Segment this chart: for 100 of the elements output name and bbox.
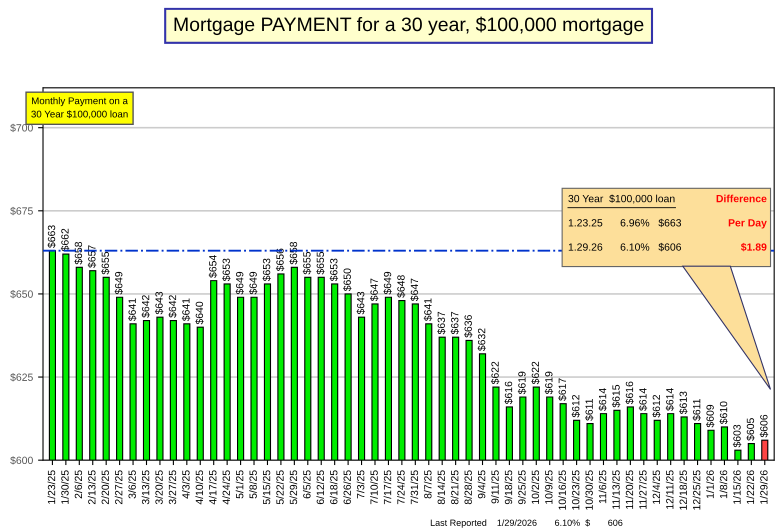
x-tick-label: 6/5/25 — [302, 470, 311, 498]
x-tick-label: 4/10/25 — [195, 470, 204, 504]
data-label: $613 — [679, 392, 688, 414]
x-tick-label: 10/30/25 — [585, 470, 593, 510]
x-tick-label: 7/31/25 — [410, 470, 418, 504]
x-tick-label: 5/8/25 — [249, 470, 257, 498]
x-tick-label: 3/6/25 — [128, 470, 136, 498]
x-tick-label: 7/3/25 — [356, 470, 364, 498]
data-label: $622 — [531, 362, 540, 384]
data-label: $658 — [289, 242, 298, 265]
x-tick-label: 5/29/25 — [289, 470, 298, 504]
data-label: $616 — [625, 382, 634, 404]
data-label: $654 — [208, 255, 218, 278]
x-tick-label: 12/18/25 — [679, 470, 687, 510]
data-label: $643 — [154, 292, 164, 314]
x-tick-label: 12/4/25 — [652, 470, 660, 504]
x-tick-label: 4/24/25 — [222, 470, 230, 504]
x-tick-label: 3/27/25 — [168, 470, 176, 504]
data-label: $641 — [128, 298, 136, 322]
x-tick-label: 12/11/25 — [666, 470, 674, 509]
data-label: $658 — [74, 242, 83, 265]
x-tick-label: 9/25/25 — [518, 470, 526, 504]
x-tick-label: 6/26/25 — [343, 470, 351, 504]
x-tick-label: 12/25/25 — [692, 470, 700, 510]
x-tick-label: 3/20/25 — [155, 470, 163, 504]
data-label: $640 — [195, 302, 204, 324]
data-label: $656 — [276, 248, 284, 272]
x-tick-label: 4/3/25 — [182, 470, 190, 499]
x-tick-label: 9/18/25 — [504, 470, 512, 504]
data-label: $637 — [450, 312, 460, 334]
x-tick-label: 2/6/25 — [74, 470, 82, 498]
data-label: $655 — [316, 252, 325, 275]
data-label: $636 — [464, 315, 472, 338]
data-label: $619 — [518, 372, 526, 394]
data-label: $642 — [141, 295, 150, 318]
y-tick-label: $650 — [10, 290, 33, 298]
data-label: $662 — [60, 228, 70, 252]
x-tick-label: 2/27/25 — [114, 470, 122, 504]
data-label: $605 — [746, 418, 755, 441]
data-label: $614 — [598, 388, 607, 411]
x-tick-label: 1/8/26 — [720, 470, 728, 498]
data-label: $616 — [504, 382, 513, 404]
x-tick-label: 2/20/25 — [101, 470, 109, 504]
x-tick-label: 7/10/25 — [370, 470, 378, 504]
x-tick-label: 8/7/25 — [424, 470, 432, 498]
x-tick-label: 10/23/25 — [572, 470, 580, 510]
annotation: 1.23.25 6.96% $663 — [568, 218, 682, 228]
x-tick-label: 9/11/25 — [491, 470, 499, 504]
y-tick-label: $700 — [10, 124, 33, 132]
data-label: $649 — [383, 272, 392, 294]
x-tick-label: 3/13/25 — [142, 470, 150, 504]
x-tick-label: 5/22/25 — [276, 470, 284, 504]
data-label: $622 — [490, 362, 500, 384]
data-label: $632 — [478, 328, 486, 352]
x-tick-label: 8/21/25 — [450, 470, 458, 504]
x-tick-label: 1/15/26 — [733, 470, 741, 504]
data-label: $610 — [719, 402, 728, 424]
data-label: $641 — [182, 298, 190, 322]
data-label: $655 — [302, 252, 312, 275]
x-tick-label: 1/29/26 — [760, 470, 768, 504]
data-label: $611 — [585, 399, 594, 421]
data-label: $614 — [638, 388, 648, 411]
data-label: $609 — [706, 404, 714, 428]
x-tick-label: 11/27/25 — [638, 470, 647, 509]
data-label: $641 — [424, 298, 432, 322]
y-tick-label: $675 — [10, 206, 33, 216]
data-label: $642 — [168, 295, 177, 318]
x-tick-label: 8/14/25 — [437, 470, 445, 504]
annotation: 30 Year $100,000 loan — [568, 194, 674, 204]
data-label: $653 — [330, 258, 338, 282]
annotation: Monthly Payment on a 30 Year $100,000 loan — [31, 97, 128, 119]
x-tick-label: 1/1/26 — [706, 470, 714, 498]
x-tick-label: 10/16/25 — [558, 470, 566, 510]
data-label: $649 — [236, 272, 244, 294]
text: Last Reported 1/29/2026 6.10% $ 606 — [430, 519, 622, 528]
data-label: $653 — [222, 258, 231, 282]
x-tick-label: 6/18/25 — [330, 470, 338, 504]
x-tick-label: 7/24/25 — [397, 470, 405, 504]
data-label: $657 — [88, 245, 96, 268]
x-tick-label: 11/13/25 — [612, 470, 620, 509]
data-label: $619 — [544, 372, 554, 394]
x-tick-label: 5/15/25 — [262, 470, 270, 504]
x-tick-label: 10/2/25 — [531, 470, 540, 504]
data-label: $612 — [572, 394, 580, 418]
x-tick-label: 2/13/25 — [88, 470, 96, 504]
data-label: $606 — [760, 414, 768, 438]
data-label: $603 — [732, 424, 742, 448]
data-label: $647 — [370, 278, 378, 302]
x-tick-label: 10/9/25 — [544, 470, 553, 504]
y-tick-label: $625 — [10, 373, 33, 382]
x-tick-label: 7/17/25 — [384, 470, 392, 504]
y-tick-label: $600 — [10, 456, 33, 465]
x-tick-label: 6/12/25 — [316, 470, 324, 504]
x-tick-label: 1/23/25 — [48, 470, 56, 504]
data-label: $653 — [262, 258, 271, 282]
data-label: $637 — [437, 312, 446, 334]
x-tick-label: 11/20/25 — [626, 470, 634, 509]
data-label: $649 — [114, 272, 124, 294]
data-label: $617 — [558, 378, 567, 401]
annotation: $1.89 — [740, 242, 766, 252]
